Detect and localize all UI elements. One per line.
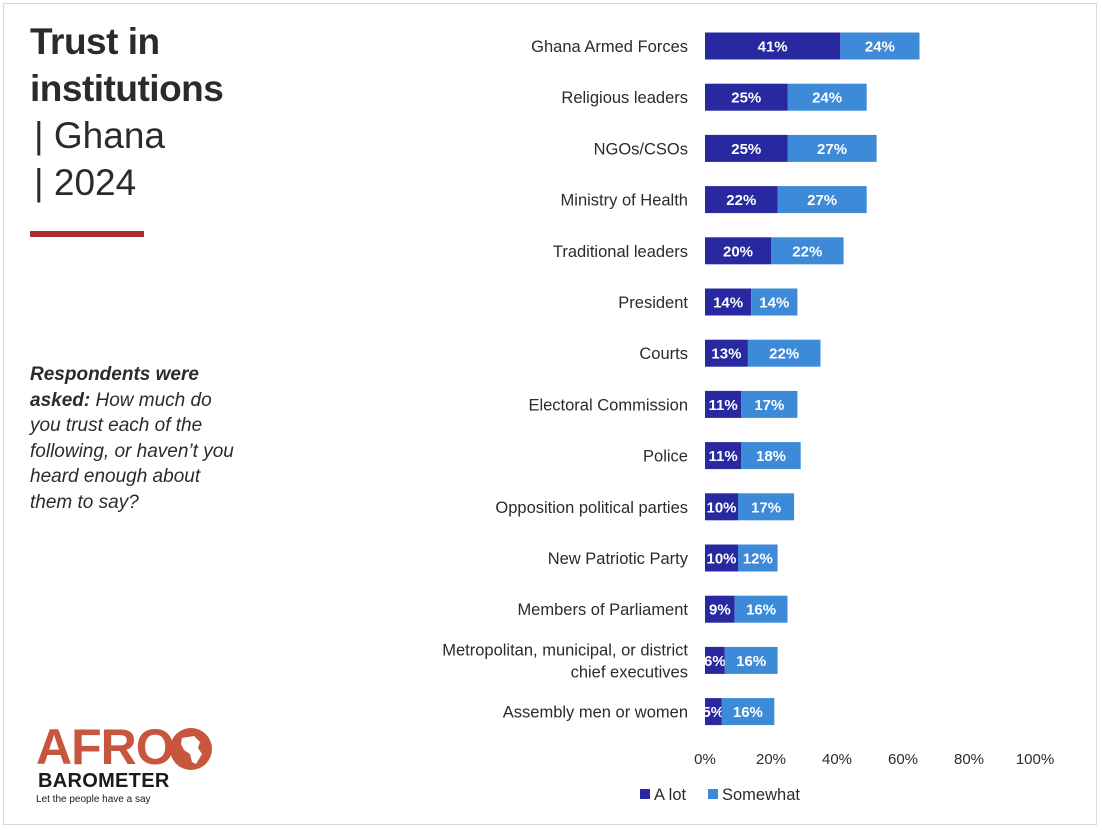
bar-somewhat [771, 237, 844, 265]
bar-label-a-lot: 10% [706, 499, 736, 516]
title-line-3: | Ghana [34, 115, 165, 156]
title-line-4: | 2024 [34, 162, 137, 203]
bar-label-somewhat: 12% [743, 551, 773, 568]
bar-label-a-lot: 11% [709, 448, 738, 465]
bar-somewhat [741, 390, 798, 418]
x-tick-label: 0% [694, 751, 716, 768]
logo-tagline: Let the people have a say [36, 794, 151, 805]
bar-label-somewhat: 17% [751, 499, 781, 516]
logo-afro-text: AFRO [36, 719, 175, 775]
legend-swatch-somewhat [708, 789, 718, 799]
bar-somewhat [747, 339, 821, 367]
bar-label-somewhat: 27% [817, 141, 847, 158]
bar-somewhat [777, 186, 867, 214]
category-label: Opposition political parties [495, 499, 688, 517]
bar-label-a-lot: 41% [758, 39, 788, 56]
slide-frame [3, 3, 1097, 825]
bar-label-somewhat: 22% [792, 243, 822, 260]
bar-label-a-lot: 6% [704, 653, 726, 670]
x-tick-label: 20% [756, 751, 786, 768]
legend-label-a-lot: A lot [654, 786, 687, 804]
category-label: Traditional leaders [553, 243, 688, 261]
bar-somewhat [741, 442, 801, 470]
bar-label-a-lot: 22% [726, 192, 756, 209]
category-label: Ghana Armed Forces [531, 38, 688, 56]
bar-a-lot [705, 83, 788, 111]
bar-label-somewhat: 17% [754, 397, 784, 414]
page-subtitle: | Ghana | 2024 [34, 112, 165, 206]
bar-label-a-lot: 25% [731, 90, 761, 107]
page-title: Trust in institutions [30, 18, 224, 112]
category-label: Religious leaders [561, 89, 688, 107]
category-label: NGOs/CSOs [594, 140, 688, 158]
bar-label-a-lot: 9% [709, 602, 731, 619]
bar-label-somewhat: 18% [756, 448, 786, 465]
bar-label-a-lot: 20% [723, 243, 753, 260]
category-label: Assembly men or women [503, 704, 688, 722]
category-label: Courts [639, 345, 688, 363]
bar-label-a-lot: 13% [711, 346, 741, 363]
bar-a-lot [705, 698, 722, 726]
bar-label-somewhat: 16% [746, 602, 776, 619]
question-lead: Respondents were asked: [30, 364, 199, 411]
bar-label-a-lot: 11% [709, 397, 738, 414]
category-label: President [618, 294, 688, 312]
bar-label-somewhat: 16% [733, 704, 763, 721]
category-label: Electoral Commission [528, 396, 688, 414]
bar-somewhat [787, 134, 877, 162]
bar-label-somewhat: 22% [769, 346, 799, 363]
bar-a-lot [705, 186, 778, 214]
bar-a-lot [705, 134, 788, 162]
x-tick-label: 100% [1016, 751, 1054, 768]
bar-label-a-lot: 10% [706, 551, 736, 568]
bar-a-lot [705, 390, 742, 418]
legend-label-somewhat: Somewhat [722, 786, 800, 804]
bar-a-lot [705, 288, 752, 316]
title-line-2: institutions [30, 68, 224, 109]
x-tick-label: 60% [888, 751, 918, 768]
title-accent-bar [30, 231, 144, 237]
bar-somewhat [738, 493, 795, 521]
title-line-1: Trust in [30, 21, 160, 62]
category-label: Metropolitan, municipal, or district chie… [442, 641, 688, 681]
afrobarometer-logo: AFRO BAROMETER Let the people have a say [34, 720, 224, 820]
question-text: How much do you trust each of the follow… [30, 389, 234, 513]
bar-label-somewhat: 27% [807, 192, 837, 209]
legend-swatch-a-lot [640, 789, 650, 799]
bar-label-somewhat: 24% [865, 39, 895, 56]
bar-somewhat [751, 288, 798, 316]
category-label: Ministry of Health [561, 192, 688, 210]
bar-label-a-lot: 5% [702, 704, 724, 721]
bar-label-somewhat: 14% [759, 295, 789, 312]
bar-somewhat [734, 595, 788, 623]
bar-somewhat [840, 32, 920, 60]
africa-globe-icon [170, 728, 212, 770]
logo-barometer-text: BAROMETER [38, 770, 170, 792]
bar-a-lot [705, 237, 771, 265]
bar-somewhat [787, 83, 867, 111]
category-label: New Patriotic Party [548, 550, 689, 568]
bar-label-somewhat: 16% [736, 653, 766, 670]
bar-somewhat [721, 698, 775, 726]
bar-a-lot [705, 595, 735, 623]
bar-somewhat [724, 646, 778, 674]
bar-label-a-lot: 14% [713, 295, 743, 312]
bar-label-a-lot: 25% [731, 141, 761, 158]
bar-label-somewhat: 24% [812, 90, 842, 107]
bar-a-lot [705, 32, 841, 60]
bar-a-lot [705, 493, 738, 521]
x-tick-label: 80% [954, 751, 984, 768]
bar-a-lot [705, 339, 748, 367]
bar-a-lot [705, 442, 742, 470]
bar-somewhat [738, 544, 778, 572]
bar-a-lot [705, 646, 725, 674]
survey-question: Respondents were asked: How much do you … [30, 362, 235, 515]
bar-a-lot [705, 544, 738, 572]
category-label: Members of Parliament [517, 601, 688, 619]
x-tick-label: 40% [822, 751, 852, 768]
category-label: Police [643, 448, 688, 466]
